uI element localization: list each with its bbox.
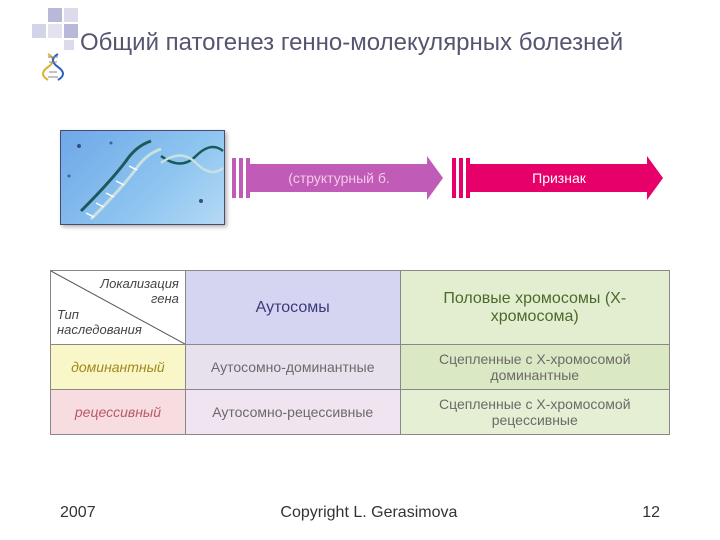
diag-top-label: Локализация гена (100, 277, 179, 307)
cell-x-dominant: Сцепленные с Х-хромосомой доминантные (400, 345, 669, 390)
cell-x-recessive: Сцепленные с Х-хромосомой рецессивные (400, 390, 669, 435)
footer-page: 12 (642, 504, 660, 522)
table-diagonal-header: Локализация гена Тип наследования (51, 271, 186, 345)
slide-title: Общий патогенез генно-молекулярных болез… (80, 28, 680, 58)
dna-image (60, 130, 225, 225)
dna-bullet-icon (38, 52, 68, 82)
row-header-recessive: рецессивный (51, 390, 186, 435)
title-text: Общий патогенез генно-молекулярных болез… (80, 28, 680, 58)
col-header-sex-chrom: Половые хромосомы (Х-хромосома) (400, 271, 669, 345)
cell-auto-dominant: Аутосомно-доминантные (185, 345, 400, 390)
footer: 2007 Copyright L. Gerasimova 12 (0, 504, 720, 522)
flow-arrow-2: Признак (452, 164, 662, 192)
footer-copyright: Copyright L. Gerasimova (280, 504, 457, 522)
col-header-autosomes: Аутосомы (185, 271, 400, 345)
arrow2-label: Признак (532, 170, 586, 186)
arrow1-label: (структурный б. (288, 170, 390, 186)
flow-diagram: (структурный б. Признак (60, 130, 680, 230)
footer-year: 2007 (60, 504, 96, 522)
flow-arrow-1: (структурный б. (232, 164, 442, 192)
inheritance-table: Локализация гена Тип наследования Аутосо… (50, 270, 670, 435)
row-header-dominant: доминантный (51, 345, 186, 390)
diag-bottom-label: Тип наследования (57, 308, 142, 338)
cell-auto-recessive: Аутосомно-рецессивные (185, 390, 400, 435)
